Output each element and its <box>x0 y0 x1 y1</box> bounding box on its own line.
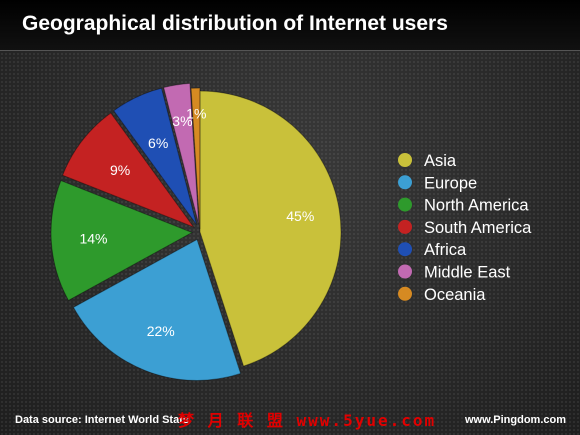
legend-label-south-america: South America <box>424 219 532 237</box>
pie-slice-north-america <box>50 179 194 302</box>
legend-label-north-america: North America <box>424 197 529 215</box>
data-source-text: Data source: Internet World Stats <box>15 414 189 426</box>
slice-label-middle-east: 3% <box>172 113 192 129</box>
slices-layer <box>50 82 342 381</box>
legend-swatch-north-america <box>398 197 412 212</box>
slice-label-oceania: 1% <box>186 105 206 121</box>
labels-layer: 45% 22% 14% 9% 6%3%1% <box>79 105 314 339</box>
legend-label-africa: Africa <box>424 241 467 259</box>
title-bar: Geographical distribution of Internet us… <box>0 0 580 51</box>
slice-label-africa: 6% <box>148 135 168 151</box>
slice-label-asia: 45% <box>286 208 314 224</box>
slice-label-south-america: 9% <box>110 162 130 178</box>
watermark-text: 梦 月 联 盟 www.5yue.com <box>178 411 437 430</box>
legend-swatch-south-america <box>398 219 412 234</box>
pie-slice-south-america <box>61 112 196 229</box>
legend-swatch-middle-east <box>398 264 412 279</box>
pie-slice-oceania <box>190 87 201 230</box>
site-link[interactable]: www.Pingdom.com <box>464 414 566 426</box>
pie-slice-europe <box>72 238 242 381</box>
pie-slice-asia <box>199 90 342 367</box>
pie-slice-africa <box>113 87 198 226</box>
legend-label-europe: Europe <box>424 174 477 192</box>
legend-label-middle-east: Middle East <box>424 264 511 282</box>
legend-swatch-europe <box>398 175 412 190</box>
slice-label-europe: 22% <box>147 323 175 339</box>
legend-swatch-africa <box>398 242 412 257</box>
legend-swatch-oceania <box>398 286 412 301</box>
pie-slice-middle-east <box>163 82 200 225</box>
chart-title: Geographical distribution of Internet us… <box>22 12 448 35</box>
slice-label-north-america: 14% <box>79 231 107 247</box>
legend: Asia Europe North America South America Afri… <box>398 152 532 304</box>
legend-swatch-asia <box>398 153 412 167</box>
legend-label-asia: Asia <box>424 152 457 170</box>
legend-label-oceania: Oceania <box>424 286 486 304</box>
